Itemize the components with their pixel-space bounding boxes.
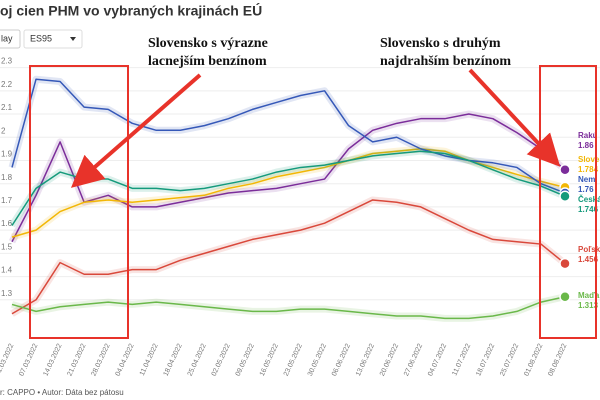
y-tick-label: 1.8 [1, 173, 13, 182]
chart-title: oj cien PHM vo vybraných krajinách EÚ [0, 2, 262, 19]
source: r: CAPPO • Autor: Dáta bez pátosu [0, 388, 124, 397]
fuel-dropdown[interactable] [23, 29, 83, 49]
end-dot [559, 291, 571, 303]
play-label: lay [1, 33, 13, 43]
annotation: Slovensko s druhým [380, 36, 501, 51]
fuel-label: ES95 [30, 33, 52, 43]
end-dot [559, 190, 571, 202]
series-line [11, 296, 566, 320]
y-tick-label: 2.3 [1, 57, 13, 66]
series-name: Poľsk [578, 245, 600, 254]
end-dot [559, 257, 571, 270]
annotation: lacnejším benzínom [148, 54, 267, 69]
y-tick-label: 2.2 [1, 80, 13, 89]
series-value: 1.76 [578, 185, 594, 194]
series-value: 1.746 [578, 205, 599, 214]
y-tick-label: 1.3 [1, 289, 13, 298]
series-value: 1.86 [578, 141, 594, 150]
series-line [11, 113, 566, 243]
y-tick-label: 2 [1, 126, 6, 135]
series-value: 1.456 [578, 255, 599, 264]
y-tick-label: 1.5 [1, 242, 13, 251]
highlight-box [29, 65, 129, 339]
series-name: Nem [578, 175, 595, 184]
play-button[interactable] [0, 29, 21, 49]
arrow [468, 68, 561, 167]
series-name: Maďa [578, 291, 600, 300]
y-tick-label: 1.7 [1, 196, 13, 205]
series-name: Slove [578, 155, 600, 164]
y-tick-label: 1.4 [1, 266, 13, 275]
highlight-box [539, 65, 597, 339]
annotation: Slovensko s výrazne [148, 36, 268, 51]
annotation: najdrahším benzínom [380, 54, 511, 69]
series-value: 1.313 [578, 301, 599, 310]
dropdown-caret [70, 37, 76, 41]
end-dot [559, 164, 571, 176]
arrow [70, 73, 202, 188]
series-name: Česká republ [578, 195, 600, 204]
series-name: Rakú [578, 131, 598, 140]
y-tick-label: 1.6 [1, 219, 13, 228]
series-line [11, 78, 566, 194]
series-line [11, 199, 566, 315]
y-tick-label: 2.1 [1, 103, 13, 112]
series-value: 1.784 [578, 165, 599, 174]
y-tick-label: 1.9 [1, 150, 13, 159]
